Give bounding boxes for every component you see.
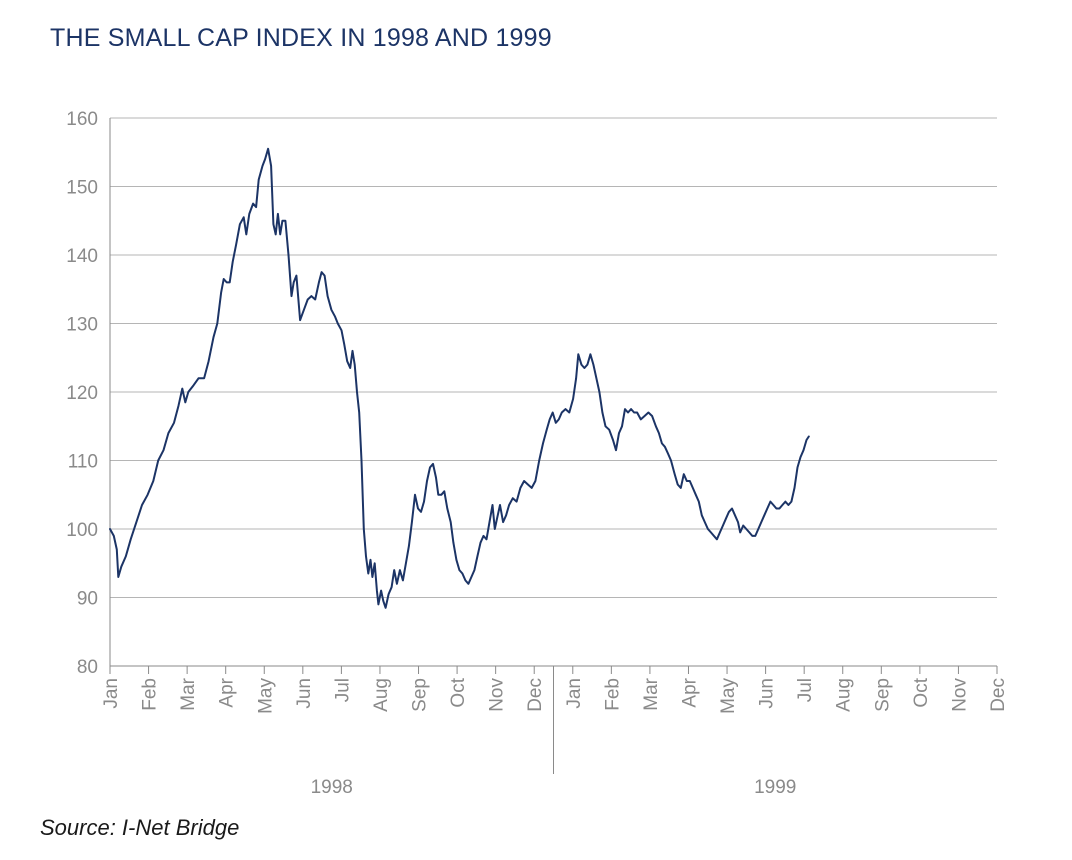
series-line [109, 147, 810, 609]
x-tick-label: Oct [911, 677, 932, 707]
x-tick-label: Jun [294, 678, 315, 709]
x-tick-label: Feb [602, 678, 623, 711]
line-chart: 80 90 100 110 120 130 140 150 160 Jan Feb Mar Apr Ma… [66, 109, 1009, 798]
y-tick-label: 110 [68, 452, 98, 473]
x-tick-label: Apr [217, 677, 238, 707]
x-tick-label: Mar [641, 677, 662, 710]
x-tick-label: Dec [988, 678, 1009, 712]
y-tick-label: 160 [66, 109, 98, 130]
year-labels: 1998 1999 [311, 666, 796, 798]
x-tick-label: Aug [834, 678, 855, 712]
x-tick-label: Mar [178, 677, 199, 710]
x-tick-label: Jan [101, 678, 122, 709]
y-tick-label: 100 [66, 520, 98, 541]
x-tick-label: Oct [448, 677, 469, 707]
y-tick-label: 90 [77, 589, 98, 610]
x-tick-label: Sep [872, 678, 893, 712]
x-tick-label: May [255, 678, 276, 714]
y-tick-label: 80 [77, 657, 98, 678]
x-tick-label: Jan [564, 678, 585, 709]
x-tick-label: Jul [795, 678, 816, 702]
x-tick-label: Nov [487, 678, 508, 712]
year-label-1999: 1999 [754, 777, 796, 798]
y-tick-label: 150 [66, 178, 98, 199]
x-tick-label: Dec [525, 678, 546, 712]
y-tick-label: 140 [66, 246, 98, 267]
x-tick-label: Jun [757, 678, 778, 709]
x-tick-label: Nov [949, 678, 970, 712]
x-tick-label: Feb [140, 678, 161, 711]
gridlines [110, 117, 997, 598]
x-tick-label: Aug [371, 678, 392, 712]
x-tick-label: Apr [679, 677, 700, 707]
x-axis-ticks: Jan Feb Mar Apr May Jun Jul Aug Sep Oct Nov Dec Jan F… [101, 666, 1009, 714]
x-tick-label: Jul [332, 678, 353, 702]
x-tick-label: Sep [410, 678, 431, 712]
y-tick-label: 120 [66, 383, 98, 404]
source-note: Source: I-Net Bridge [40, 815, 240, 840]
x-tick-label: May [718, 678, 739, 714]
year-label-1998: 1998 [311, 777, 353, 798]
y-tick-label: 130 [66, 315, 98, 336]
y-axis-ticks: 80 90 100 110 120 130 140 150 160 [66, 109, 98, 678]
chart-title: THE SMALL CAP INDEX IN 1998 AND 1999 [50, 24, 552, 52]
